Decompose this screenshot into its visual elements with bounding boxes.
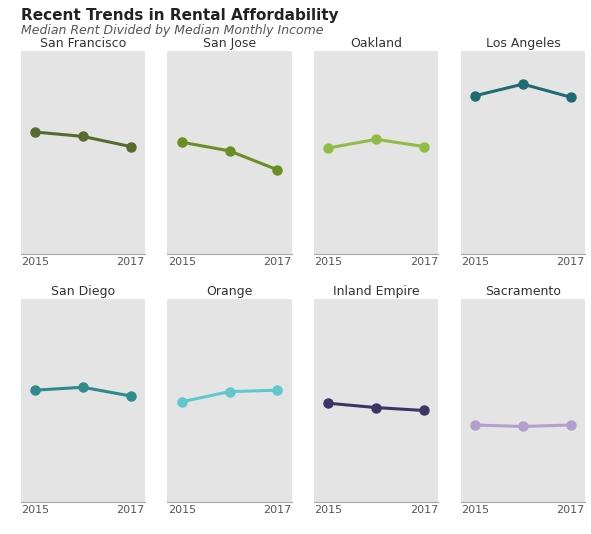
Title: Oakland: Oakland: [350, 36, 402, 50]
Title: Los Angeles: Los Angeles: [486, 36, 560, 50]
Title: Inland Empire: Inland Empire: [333, 285, 420, 297]
Title: Orange: Orange: [206, 285, 253, 297]
Text: Median Rent Divided by Median Monthly Income: Median Rent Divided by Median Monthly In…: [21, 24, 323, 37]
Title: San Diego: San Diego: [51, 285, 115, 297]
Title: Sacramento: Sacramento: [485, 285, 561, 297]
Title: San Jose: San Jose: [203, 36, 256, 50]
Text: Recent Trends in Rental Affordability: Recent Trends in Rental Affordability: [21, 8, 338, 23]
Title: San Francisco: San Francisco: [40, 36, 126, 50]
